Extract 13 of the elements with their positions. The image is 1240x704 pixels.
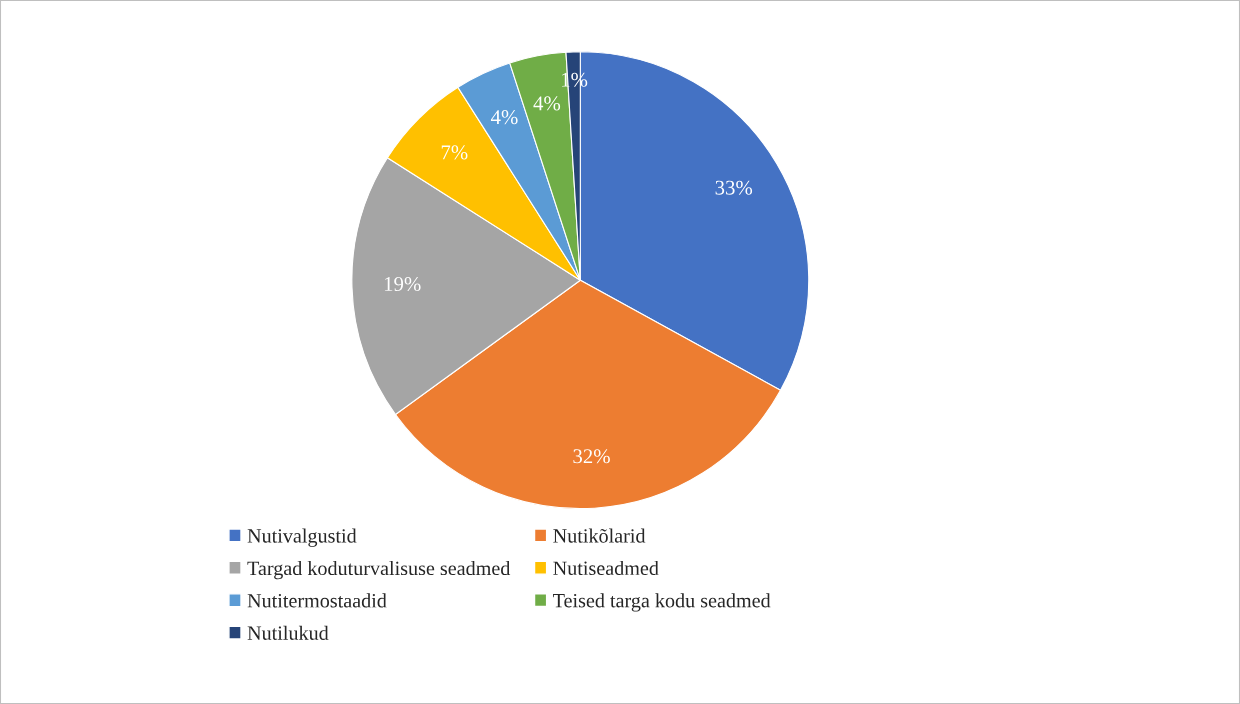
legend-label: Nutiseadmed [553,560,659,576]
data-label: 4% [533,96,561,111]
legend-label: Nutikõlarid [553,528,646,543]
legend-label: Teised targa kodu seadmed [553,593,771,612]
legend-label: Nutivalgustid [247,528,357,547]
data-label: 32% [573,449,610,464]
data-label: 7% [441,145,468,160]
data-label: 4% [490,110,518,125]
legend-label: Nutitermostaadid [247,593,387,608]
data-label: 19% [384,276,421,292]
data-label: 33% [715,180,753,195]
legend-label: Targad koduturvalisuse seadmed [247,560,511,580]
legend-label: Nutilukud [247,625,329,640]
